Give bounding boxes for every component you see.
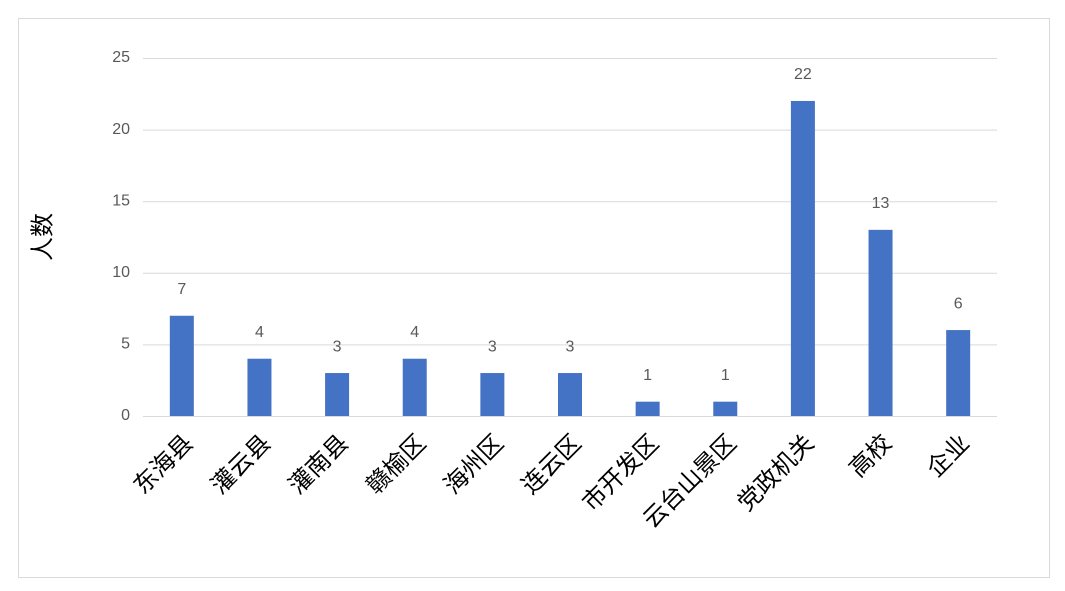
bar <box>247 358 272 416</box>
y-tick-label: 25 <box>112 49 130 66</box>
data-label: 3 <box>488 338 497 355</box>
data-label: 3 <box>566 338 575 355</box>
bar <box>868 229 893 416</box>
y-axis-label: 人数 <box>29 213 56 261</box>
bar <box>713 401 738 416</box>
bar <box>790 100 815 417</box>
y-tick-label: 0 <box>121 407 130 424</box>
y-tick-label: 15 <box>112 192 130 209</box>
data-label: 6 <box>954 295 963 312</box>
data-label: 1 <box>643 367 652 384</box>
bar <box>169 315 194 416</box>
y-tick-label: 20 <box>112 121 130 138</box>
bar <box>558 373 582 416</box>
bar <box>480 373 505 416</box>
data-label: 13 <box>872 195 890 212</box>
bar <box>946 330 971 416</box>
y-tick-label: 5 <box>121 336 130 353</box>
data-label: 4 <box>410 324 419 341</box>
bar <box>325 373 350 416</box>
data-label: 7 <box>177 281 186 298</box>
data-label: 4 <box>255 324 264 341</box>
bar <box>402 358 427 416</box>
y-tick-label: 10 <box>112 264 130 281</box>
data-label: 1 <box>721 367 730 384</box>
data-label: 3 <box>333 338 342 355</box>
data-label: 22 <box>794 66 812 83</box>
bar <box>635 401 660 416</box>
